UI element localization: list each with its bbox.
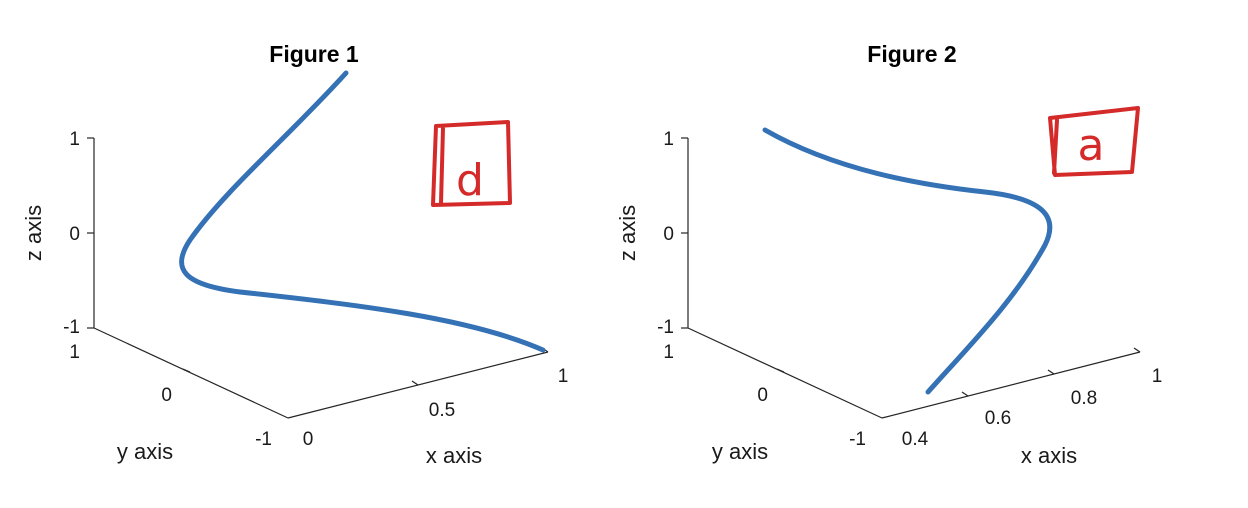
y-tick-label: -1 <box>255 429 272 450</box>
z-tick-label: 1 <box>663 129 674 150</box>
x-tick-label: 0.5 <box>429 400 455 421</box>
z-axis-label: z axis <box>615 205 640 261</box>
chart-title: Figure 1 <box>269 41 359 67</box>
x-tick-mark <box>961 391 969 397</box>
x-axis-label: x axis <box>426 443 482 468</box>
y-axis-label: y axis <box>117 439 173 464</box>
x-tick-mark <box>1047 369 1055 375</box>
y-axis-label: y axis <box>712 439 768 464</box>
y-tick-label: 1 <box>69 342 80 363</box>
chart-figure-2: Figure 2 1 0 -1 1 0 -1 0.4 0.6 0.8 1 y a… <box>615 41 1162 468</box>
z-tick-label: 0 <box>69 224 80 245</box>
z-tick-label: -1 <box>657 317 674 338</box>
y-tick-label: -1 <box>849 429 866 450</box>
z-tick-label: 0 <box>663 224 674 245</box>
annotation-box <box>1048 106 1140 177</box>
series-line <box>762 127 1053 395</box>
x-tick-mark <box>411 380 419 386</box>
x-tick-label: 0.8 <box>1071 388 1097 409</box>
y-axis-line <box>93 327 289 419</box>
z-tick-label: 1 <box>69 129 80 150</box>
y-tick-mark <box>182 368 191 373</box>
z-tick-label: -1 <box>63 317 80 338</box>
x-tick-label: 1 <box>1152 366 1163 387</box>
x-axis-label: x axis <box>1021 443 1077 468</box>
z-axis-label: z axis <box>21 205 46 261</box>
annotation-box <box>431 120 512 207</box>
y-tick-mark <box>776 368 785 373</box>
x-tick-label: 1 <box>558 366 569 387</box>
y-tick-label: 0 <box>161 385 172 406</box>
series-line <box>179 70 546 353</box>
y-axis-line <box>687 327 883 419</box>
chart-title: Figure 2 <box>867 41 956 67</box>
x-tick-label: 0 <box>303 429 314 450</box>
x-tick-mark <box>1133 347 1141 353</box>
x-tick-label: 0.4 <box>902 429 929 450</box>
x-tick-label: 0.6 <box>985 408 1011 429</box>
chart-figure-1: Figure 1 1 0 -1 1 0 -1 0 0.5 1 y axis x … <box>21 41 568 468</box>
annotation-letter: a <box>1078 120 1105 171</box>
annotation-letter: d <box>456 155 484 206</box>
y-tick-label: 1 <box>663 342 674 363</box>
y-tick-label: 0 <box>757 385 768 406</box>
x-axis-line <box>881 351 1141 419</box>
